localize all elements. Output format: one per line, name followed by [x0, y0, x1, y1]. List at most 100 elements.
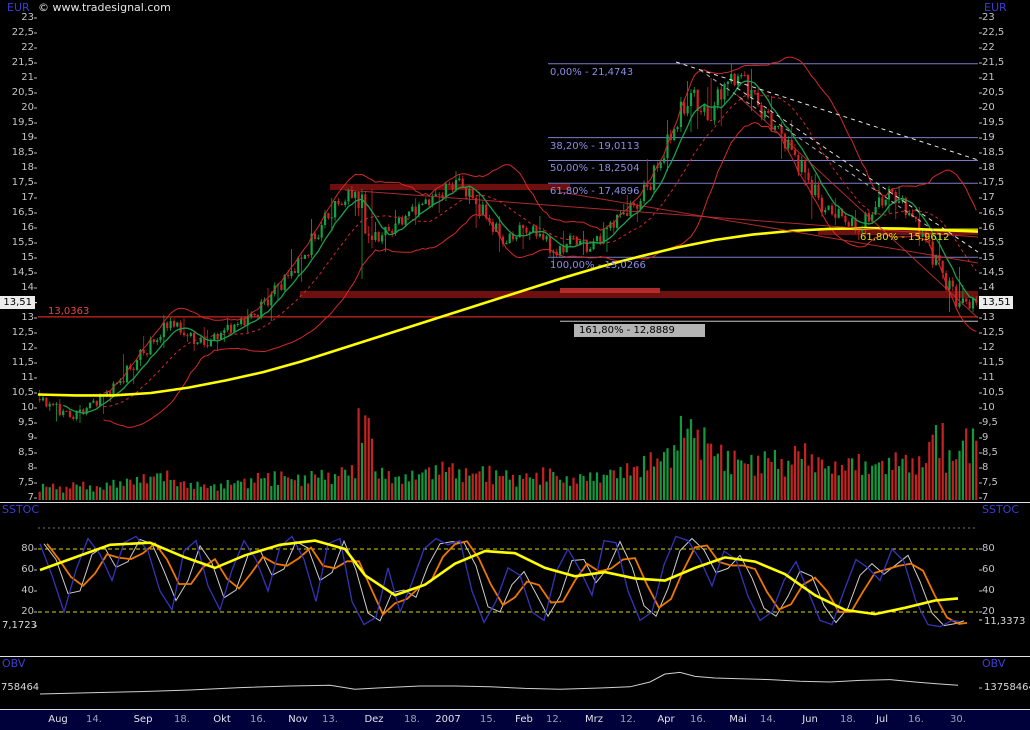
price-tick-label: 21,5 [11, 57, 34, 68]
price-tick-label: 10 [21, 402, 34, 413]
sstoc-tick-label: 80 [982, 543, 995, 554]
obv-title-right: OBV [982, 657, 1006, 670]
price-tick-label: 16 [982, 222, 995, 233]
time-axis-label: Aug [48, 714, 68, 725]
time-axis-label: 14. [760, 714, 776, 725]
price-tick-label: 22,5 [11, 27, 34, 38]
obv-right-value: 13758464 [984, 682, 1030, 693]
obv-title-left: OBV [2, 657, 26, 670]
price-tick-label: 7 [982, 492, 989, 503]
obv-left-value: 758464 [1, 682, 40, 693]
price-tick-label: 12 [982, 342, 995, 353]
price-tick-label: 22 [21, 42, 34, 53]
price-tick-label: 12,5 [11, 327, 34, 338]
price-tick-label: 12,5 [982, 327, 1005, 338]
price-tick-label: 22,5 [982, 27, 1005, 38]
time-axis-label: 14. [86, 714, 102, 725]
sstoc-title-right: SSTOC [982, 503, 1020, 516]
price-tick-label: 11,5 [11, 357, 34, 368]
price-tick-label: 19,5 [11, 117, 34, 128]
price-tick-label: 14 [21, 282, 34, 293]
price-tick-label: 8 [27, 462, 34, 473]
price-tick-label: 16,5 [11, 207, 34, 218]
price-tick-label: 15 [982, 252, 995, 263]
sstoc-left-value: 7,1723 [2, 620, 37, 631]
price-tick-label: 21 [21, 72, 34, 83]
price-tick-label: 8 [982, 462, 989, 473]
price-tick-label: 17,5 [982, 177, 1005, 188]
price-tick-label: 7 [27, 492, 34, 503]
sstoc-tick-label: 40 [982, 585, 995, 596]
price-tick-label: 18,5 [982, 147, 1005, 158]
price-tick-label: 18 [982, 162, 995, 173]
price-tick-label: 11 [21, 372, 34, 383]
price-tick-label: 14,5 [11, 267, 34, 278]
sstoc-tick-label: 20 [982, 606, 995, 617]
current-price-marker-right: 13,51 [979, 296, 1013, 309]
currency-label-right: EUR [984, 1, 1007, 14]
price-tick-label: 19 [982, 132, 995, 143]
fib-level-label: 38,20% - 19,0113 [550, 140, 640, 152]
price-scale-left[interactable]: 23 22,5 22 21,5 21 20,5 20 19,5 19 18,5 18 17,5 17 16… [0, 0, 37, 730]
time-axis-label: 30. [950, 714, 966, 725]
time-axis-label: 16. [250, 714, 266, 725]
price-tick-label: 20 [982, 102, 995, 113]
time-axis-label: 13. [322, 714, 338, 725]
price-tick-label: 7,5 [18, 477, 34, 488]
price-tick-label: 9,5 [18, 417, 34, 428]
price-tick-label: 15,5 [11, 237, 34, 248]
time-axis-label: 2007 [435, 714, 461, 725]
price-tick-label: 11 [982, 372, 995, 383]
sstoc-tick-label: 20 [21, 606, 34, 617]
watermark: © www.tradesignal.com [38, 1, 171, 14]
price-tick-label: 22 [982, 42, 995, 53]
price-tick-label: 20,5 [11, 87, 34, 98]
time-axis-label: 16. [908, 714, 924, 725]
time-axis-label: Mrz [585, 714, 603, 725]
price-tick-label: 16,5 [982, 207, 1005, 218]
time-axis-label: Sep [133, 714, 153, 725]
price-tick-label: 10,5 [982, 387, 1005, 398]
price-tick-label: 10 [982, 402, 995, 413]
currency-label-left: EUR [7, 1, 30, 14]
time-axis-label: Feb [515, 714, 533, 725]
price-tick-label: 23 [982, 12, 995, 23]
time-axis-label: 12. [546, 714, 562, 725]
time-axis[interactable]: Aug 14. Sep 18. Okt 16. Nov 13. Dez 18. 2007 15. Feb… [0, 710, 1030, 730]
price-tick-label: 13 [982, 312, 995, 323]
sstoc-title-left: SSTOC [2, 503, 40, 516]
time-axis-label: 15. [480, 714, 496, 725]
sstoc-tick-label: 40 [21, 585, 34, 596]
sstoc-tick-label: 60 [21, 564, 34, 575]
price-tick-label: 17 [21, 192, 34, 203]
time-axis-label: Jun [802, 714, 818, 725]
price-tick-label: 15 [21, 252, 34, 263]
price-tick-label: 14 [982, 282, 995, 293]
support-price-label: 13,0363 [48, 306, 90, 317]
current-price-marker-left: 13,51 [0, 296, 35, 309]
time-axis-label: 18. [404, 714, 420, 725]
time-axis-label: Dez [364, 714, 384, 725]
sstoc-tick-label: 60 [982, 564, 995, 575]
price-tick-label: 16 [21, 222, 34, 233]
price-tick-label: 18 [21, 162, 34, 173]
fib-level-label: 50,00% - 18,2504 [550, 163, 640, 175]
price-tick-label: 14,5 [982, 267, 1005, 278]
sstoc-tick-label: 80 [21, 543, 34, 554]
price-tick-label: 9 [982, 432, 989, 443]
fib-level-label: 161,80% - 12,8889 [574, 324, 705, 338]
price-tick-label: 9 [27, 432, 34, 443]
price-tick-label: 23 [21, 12, 34, 23]
time-axis-label: 18. [174, 714, 190, 725]
fib-level-label: 61,80% - 15,9612 [860, 232, 950, 244]
time-axis-label: 16. [690, 714, 706, 725]
price-tick-label: 12 [21, 342, 34, 353]
time-axis-label: Nov [288, 714, 308, 725]
price-tick-label: 19 [21, 132, 34, 143]
fib-level-label: 100,00% - 15,0266 [550, 260, 646, 272]
time-axis-label: Mai [729, 714, 747, 725]
price-tick-label: 13 [21, 312, 34, 323]
price-scale-right[interactable]: 23 22,5 22 21,5 21 20,5 20 19,5 19 18,5 18 17,5 17 16… [979, 0, 1030, 730]
price-tick-label: 18,5 [11, 147, 34, 158]
